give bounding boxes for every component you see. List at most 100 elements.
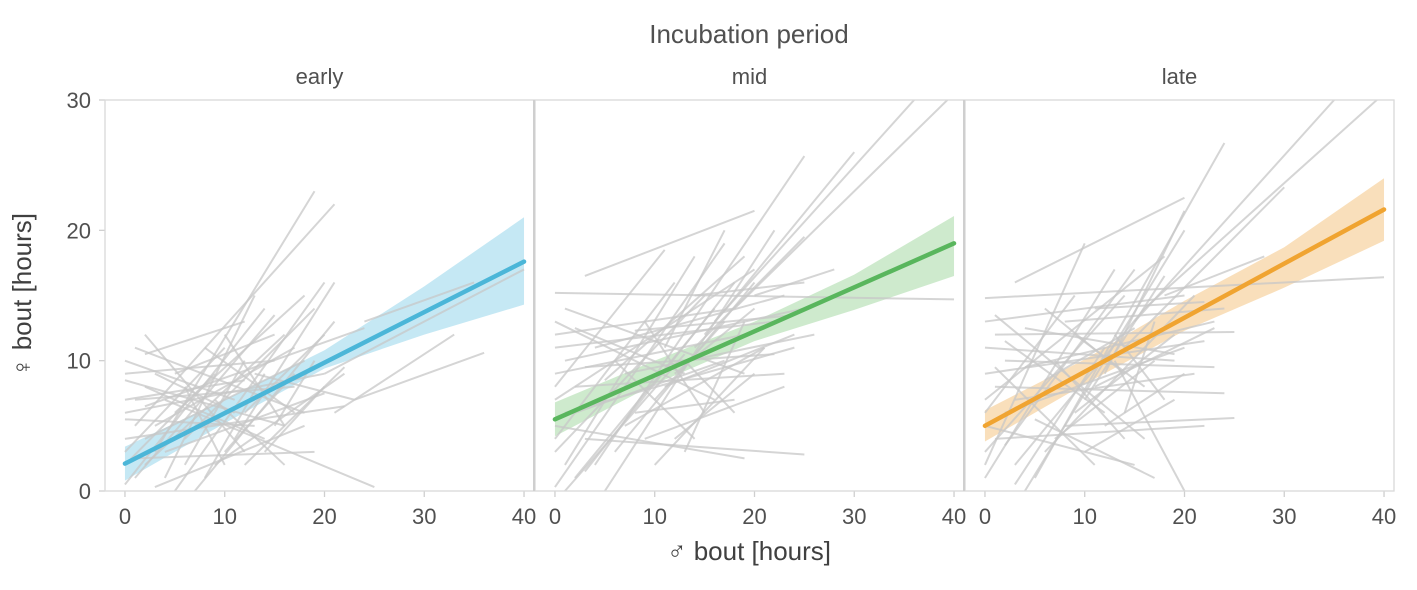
x-tick-label: 40 [1372,504,1396,529]
y-tick-label: 10 [67,349,91,374]
y-tick-label: 0 [79,479,91,504]
individual-line [1094,301,1205,310]
individual-line [233,281,336,440]
individual-line [1004,268,1136,446]
individual-line [653,346,766,466]
individual-line [174,333,275,375]
individual-line [564,255,696,466]
individual-line [1014,196,1185,284]
individual-line [644,385,785,440]
individual-line [994,424,1205,440]
individual-line [683,321,746,453]
x-tick-label: 20 [742,504,766,529]
individual-line [584,437,805,456]
figure-title: Incubation period [649,19,848,49]
individual-line [1104,372,1186,427]
y-tick-label: 30 [67,88,91,113]
individual-line [584,281,736,473]
regression-line [122,259,527,466]
x-axis-label: ♂ bout [hours] [667,536,831,566]
x-tick-label: 20 [1172,504,1196,529]
individual-line [674,372,756,440]
individual-line [604,255,746,381]
individual-line [124,372,216,466]
x-tick-label: 0 [979,504,991,529]
x-tick-label: 10 [212,504,236,529]
individual-line [254,372,355,401]
individual-line [554,320,775,349]
individual-line [694,281,805,297]
individual-line [1044,307,1126,375]
x-tick-label: 20 [312,504,336,529]
x-tick-label: 0 [119,504,131,529]
individual-line [624,333,815,375]
panel-title-late: late [1162,64,1197,89]
individual-line [733,100,949,310]
x-tick-label: 40 [942,504,966,529]
panel-late: late 0 10 20 30 40 [964,64,1396,529]
individual-line [223,373,296,453]
panel-early: early 0 10 20 30 40 0 10 20 30 [67,64,537,529]
y-tick-label: 20 [67,218,91,243]
individual-line [1034,418,1155,479]
individual-line [634,314,795,332]
individual-line [584,209,755,277]
individual-line [134,314,276,479]
individual-line [554,291,955,301]
individual-line [574,359,725,414]
x-tick-label: 10 [642,504,666,529]
individual-line [984,242,1086,466]
individual-line [1024,327,1175,356]
individual-line [1064,417,1235,427]
individual-line [1143,100,1379,310]
individual-line [144,320,245,356]
individual-line [554,249,666,388]
individual-line [134,203,336,427]
individual-line [663,229,726,349]
individual-line [1054,360,1126,440]
individual-line [134,450,315,460]
individual-line [243,333,326,414]
individual-line [1113,360,1186,491]
individual-line [994,330,1235,336]
individual-line [1164,255,1265,297]
confidence-band [984,178,1385,442]
individual-line [364,281,475,323]
individual-line [594,294,785,349]
individual-line [713,100,915,323]
individual-line [183,386,226,466]
individual-line [183,360,246,466]
individual-line [124,379,245,401]
regression-line [552,241,957,422]
individual-line [124,405,345,440]
x-tick-label: 30 [412,504,436,529]
individual-line [994,366,1096,466]
individual-line [984,255,1166,401]
panel-title-mid: mid [732,64,767,89]
x-tick-label: 30 [842,504,866,529]
individual-line [124,359,236,401]
individual-line [1094,327,1215,388]
individual-line [683,359,736,414]
individual-line [1133,100,1335,323]
individual-line [634,398,735,414]
x-tick-label: 40 [512,504,536,529]
individual-line [624,346,765,427]
panel-plot-area [122,190,527,491]
individual-line [554,424,745,460]
individual-line [564,307,745,375]
individual-line [1033,142,1226,479]
individual-line [554,294,706,453]
individual-line [984,294,1076,414]
individual-line [1103,210,1186,375]
individual-line [243,366,346,466]
panel-plot-area [552,100,957,491]
individual-line [1083,275,1166,401]
x-tick-label: 30 [1272,504,1296,529]
individual-line [984,424,1135,466]
individual-line [324,268,525,375]
individual-line [204,346,296,414]
individual-line [223,334,286,427]
panel-plot-area [982,100,1387,491]
